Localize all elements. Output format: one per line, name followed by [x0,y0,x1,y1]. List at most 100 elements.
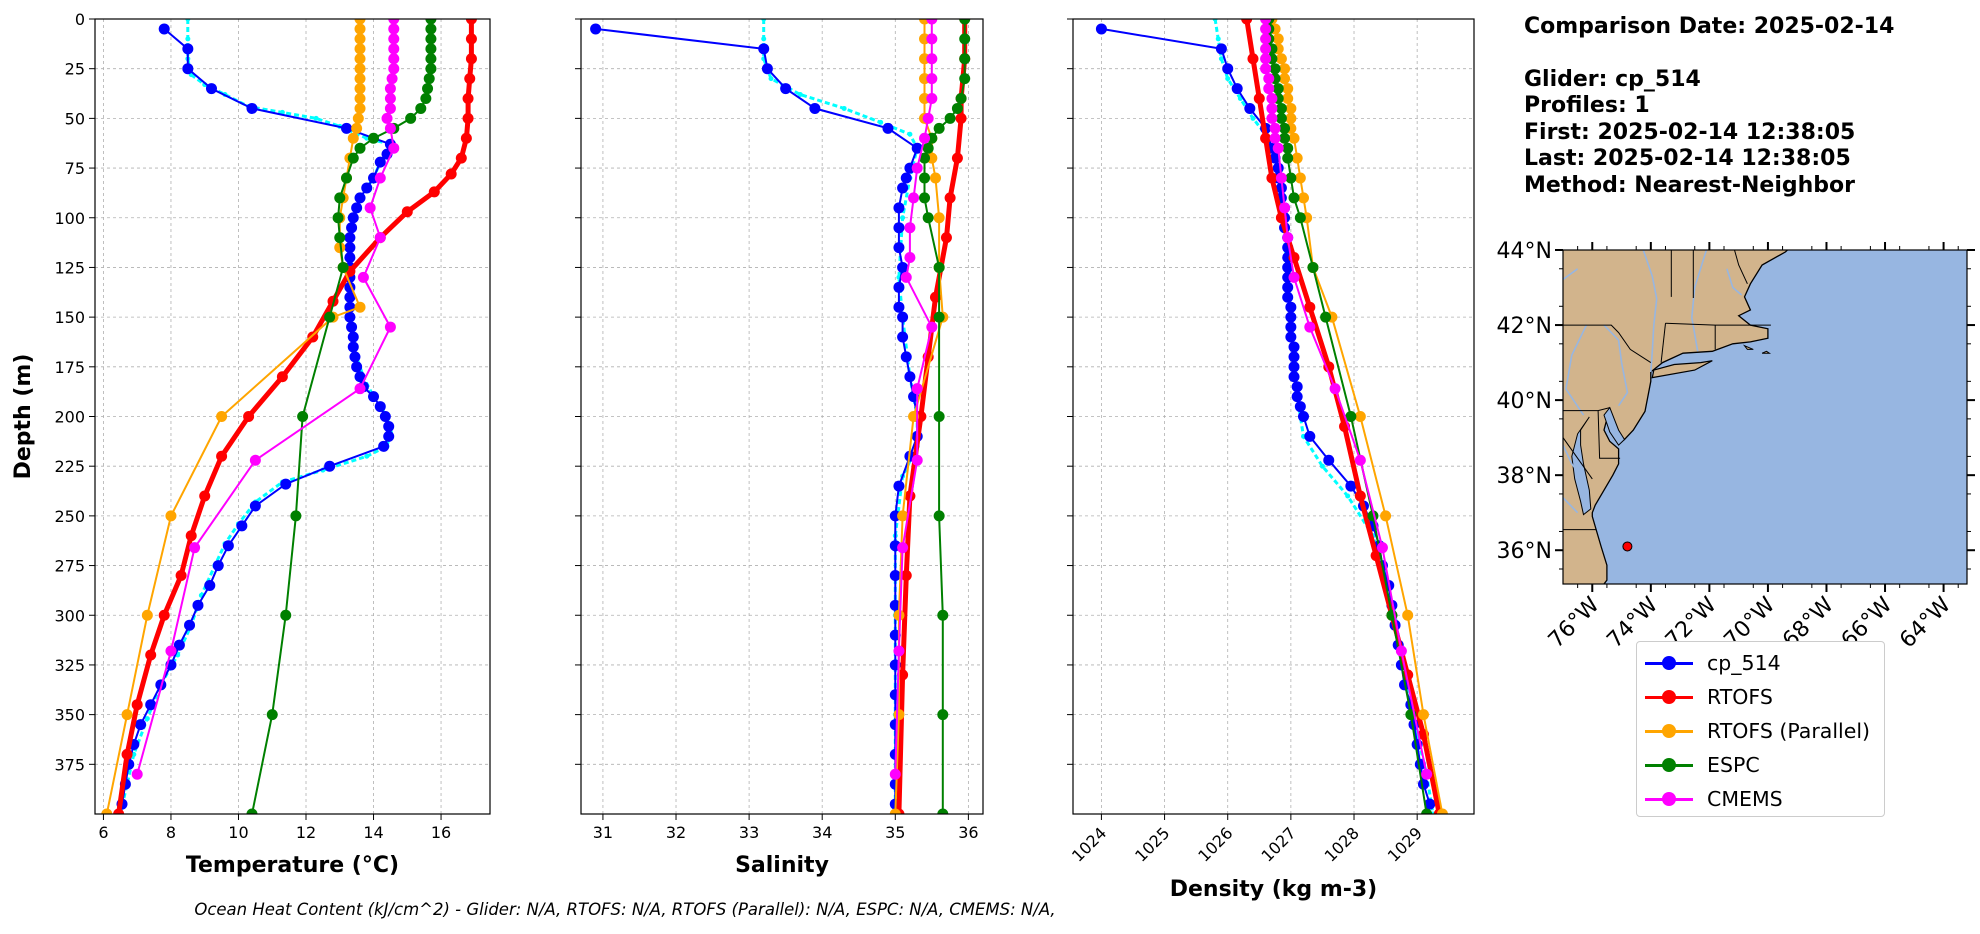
series-espc-point [324,311,336,323]
series-cmems-point [1260,53,1272,65]
series-glider-point [280,478,292,490]
series-rtofs-parallel-point [121,709,133,721]
series-espc-point [425,63,437,75]
series-glider-point [182,63,194,75]
series-rtofs-parallel-point [897,510,909,522]
series-espc-point [368,132,380,144]
series-glider-point [383,420,395,432]
series-glider-point [1272,162,1284,174]
x-tick-label: 1029 [1384,823,1426,865]
series-espc-point [246,808,258,814]
state-border [1733,250,1748,285]
series-rtofs-point [158,609,170,621]
nova-scotia [1882,216,1967,242]
series-espc-point [425,53,437,65]
ocean-heat-content-footer: Ocean Heat Content (kJ/cm^2) - Glider: N… [194,900,1056,919]
series-cmems-point [1354,454,1366,466]
series-espc-point [1307,261,1319,273]
series-rtofs-parallel-point [1288,132,1300,144]
series-espc-point [334,232,346,244]
series-rtofs-point [216,450,228,462]
series-cmems-point [388,142,400,154]
series-rtofs-parallel-point [1291,152,1303,164]
series-rtofs-parallel-point [354,33,366,45]
state-border [1597,410,1621,459]
series-espc-point [347,152,359,164]
series-rtofs-point [944,192,956,204]
series-rtofs-point [1275,212,1287,224]
series-cmems-point [388,53,400,65]
series-glider-point [368,391,380,403]
series-glider-raw-point [768,76,774,82]
series-espc-point [1421,808,1433,814]
series-rtofs-point [199,490,211,502]
series-glider-point [344,242,356,254]
series-cmems-point [926,321,938,333]
series-rtofs-point [940,232,952,244]
series-glider-raw-point [1215,36,1221,42]
x-tick-label: 10 [228,823,248,842]
first-time-label: First: 2025-02-14 12:38:05 [1524,119,1856,145]
series-rtofs-parallel-point [1282,83,1294,95]
x-tick-label: 36 [958,823,978,842]
series-glider-raw-point [1225,76,1231,82]
y-tick-label: 25 [65,60,85,79]
series-cmems-point [922,112,934,124]
series-rtofs-point [464,73,476,85]
river [1726,268,1743,296]
x-tick-label: 16 [431,823,451,842]
series-cmems-point [1395,645,1407,657]
series-espc-point [959,53,971,65]
method-label: Method: Nearest-Neighbor [1524,172,1855,198]
series-espc-point [919,172,931,184]
series-espc-point [937,808,949,814]
series-glider-point [882,122,894,134]
series-rtofs-point [1266,172,1278,184]
x-tick-label: 14 [363,823,383,842]
series-cmems-point [1282,232,1294,244]
series-espc-point [959,19,971,25]
series-rtofs-point [276,371,288,383]
series-rtofs-point [428,186,440,198]
x-axis-label: Salinity [735,853,829,878]
series-cmems-point [1263,83,1275,95]
series-espc-point [266,709,278,721]
series-cmems-point [1275,172,1287,184]
axes-frame [94,18,491,815]
series-rtofs-point [445,168,457,180]
state-border [1563,324,1652,364]
map-lat-label: 40°N [1497,389,1552,414]
x-axis-label: Density (kg m-3) [1170,877,1378,902]
series-espc-point [937,609,949,621]
series-espc-point [425,33,437,45]
series-glider-point [1231,83,1243,95]
series-glider-point [349,351,361,363]
series-glider-point [889,570,901,581]
long-island [1651,360,1713,379]
series-rtofs-parallel-point [1275,53,1287,65]
profile-panel-2: 31 32 33 34 35 36 Salinity [575,18,984,878]
series-cmems-point [926,53,938,65]
series-glider-point [1282,261,1294,273]
series-espc-point [922,212,934,224]
series-glider-raw-point [761,36,767,42]
legend-label: RTOFS [1707,685,1773,709]
series-rtofs-parallel-point [354,93,366,104]
series-espc-point [1320,311,1332,323]
legend-swatch [1645,721,1693,741]
series-rtofs-point [900,570,912,581]
series-cmems-point [374,232,386,244]
series-rtofs-point [460,132,472,144]
series-glider-point [1244,102,1256,114]
series-cmems-point [386,73,398,85]
series-espc-point [280,609,292,621]
x-tick-label: 12 [296,823,316,842]
x-tick-label: 34 [812,823,832,842]
series-cmems-point [926,19,938,25]
legend-swatch [1645,687,1693,707]
series-espc-point [922,142,934,154]
series-espc-point [341,172,353,184]
x-tick-label: 1028 [1321,823,1363,865]
series-glider-raw-point [900,215,906,221]
series-glider-point [236,520,248,532]
